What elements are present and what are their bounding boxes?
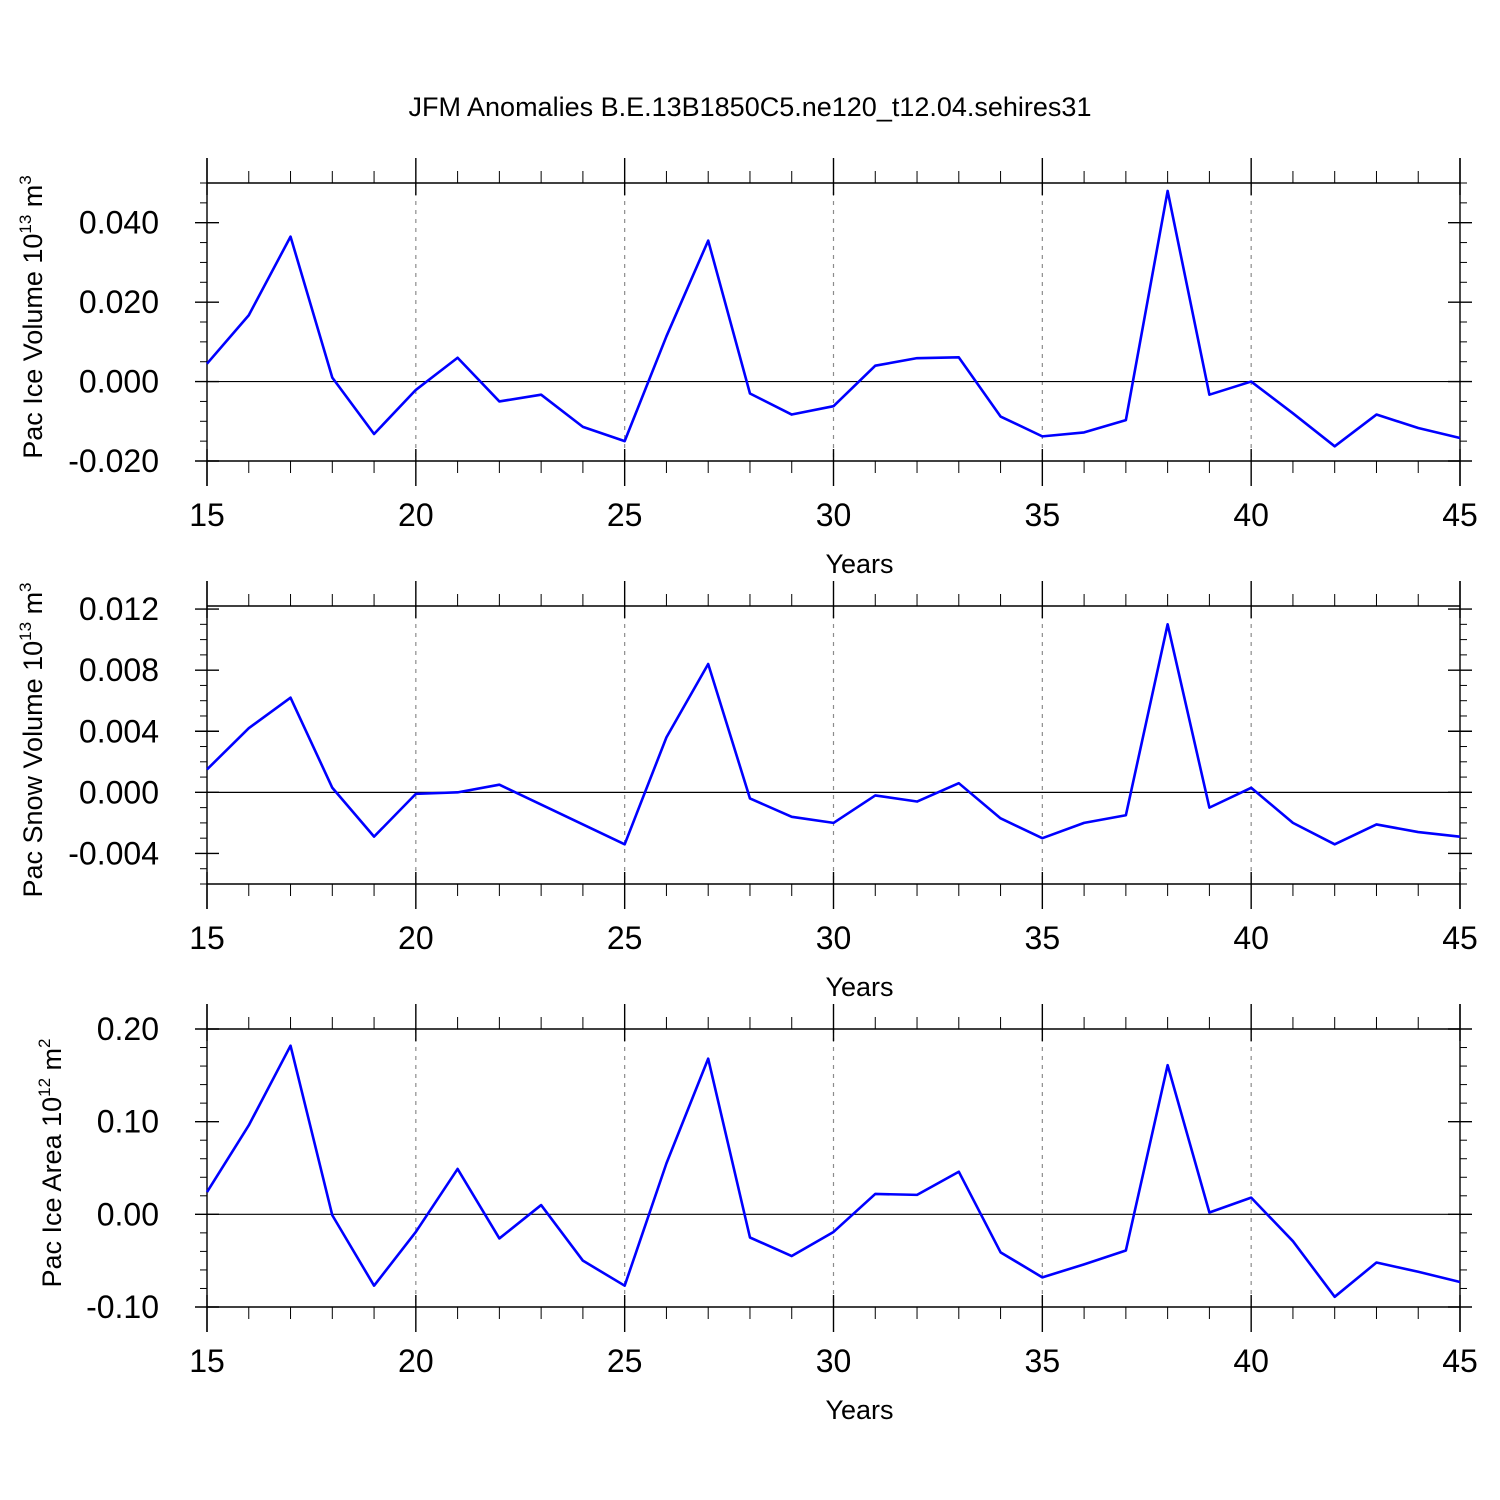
x-tick-label: 30 bbox=[816, 497, 852, 533]
chart-panel-1: 15 20 25 30 35 40 45 -0.020 0.000 0.020 0.040 Years… bbox=[16, 158, 1478, 579]
y-axis-label: Pac Ice Area 1012 m2 bbox=[35, 1038, 67, 1287]
x-tick-label: 35 bbox=[1025, 1343, 1061, 1379]
x-tick-label: 30 bbox=[816, 920, 852, 956]
figure-title: JFM Anomalies B.E.13B1850C5.ne120_t12.04… bbox=[408, 92, 1092, 122]
series-line bbox=[205, 1044, 1461, 1299]
y-axis-label: Pac Ice Volume 1013 m3 bbox=[16, 175, 48, 459]
y-tick-label: -0.10 bbox=[86, 1289, 159, 1325]
x-tick-label: 25 bbox=[607, 920, 643, 956]
x-tick-label: 40 bbox=[1233, 497, 1269, 533]
y-tick-label: 0.000 bbox=[79, 364, 159, 400]
y-tick-label: -0.020 bbox=[68, 443, 159, 479]
y-axis-label: Pac Snow Volume 1013 m3 bbox=[16, 582, 48, 897]
y-tick-label: 0.10 bbox=[97, 1104, 159, 1140]
chart-panel-2: 15 20 25 30 35 40 45 -0.004 0.000 0.004 0.008 0.012… bbox=[16, 581, 1478, 1002]
x-tick-label: 25 bbox=[607, 497, 643, 533]
x-tick-label: 35 bbox=[1025, 920, 1061, 956]
y-tick-label: 0.012 bbox=[79, 591, 159, 627]
x-tick-label: 15 bbox=[189, 1343, 225, 1379]
x-axis-label: Years bbox=[825, 972, 893, 1002]
x-tick-label: 30 bbox=[816, 1343, 852, 1379]
x-tick-label: 40 bbox=[1233, 1343, 1269, 1379]
chart-panel-3: 15 20 25 30 35 40 45 -0.10 0.00 0.10 0.20 Years Pac … bbox=[35, 1004, 1478, 1425]
y-tick-label: 0.00 bbox=[97, 1196, 159, 1232]
y-tick-label: 0.020 bbox=[79, 284, 159, 320]
x-tick-label: 15 bbox=[189, 920, 225, 956]
y-tick-label: 0.008 bbox=[79, 652, 159, 688]
x-tick-label: 40 bbox=[1233, 920, 1269, 956]
x-tick-label: 15 bbox=[189, 497, 225, 533]
x-tick-label: 35 bbox=[1025, 497, 1061, 533]
y-tick-label: 0.20 bbox=[97, 1011, 159, 1047]
series-line bbox=[206, 623, 1461, 846]
x-tick-label: 25 bbox=[607, 1343, 643, 1379]
x-tick-label: 45 bbox=[1442, 497, 1478, 533]
x-tick-label: 45 bbox=[1442, 1343, 1478, 1379]
y-tick-label: -0.004 bbox=[68, 835, 159, 871]
x-axis-label: Years bbox=[825, 1395, 893, 1425]
series-line bbox=[206, 189, 1461, 448]
x-tick-label: 45 bbox=[1442, 920, 1478, 956]
x-axis-label: Years bbox=[825, 549, 893, 579]
x-tick-label: 20 bbox=[398, 1343, 434, 1379]
x-tick-label: 20 bbox=[398, 920, 434, 956]
y-tick-label: 0.000 bbox=[79, 774, 159, 810]
y-tick-label: 0.040 bbox=[79, 205, 159, 241]
x-tick-label: 20 bbox=[398, 497, 434, 533]
y-tick-label: 0.004 bbox=[79, 713, 159, 749]
